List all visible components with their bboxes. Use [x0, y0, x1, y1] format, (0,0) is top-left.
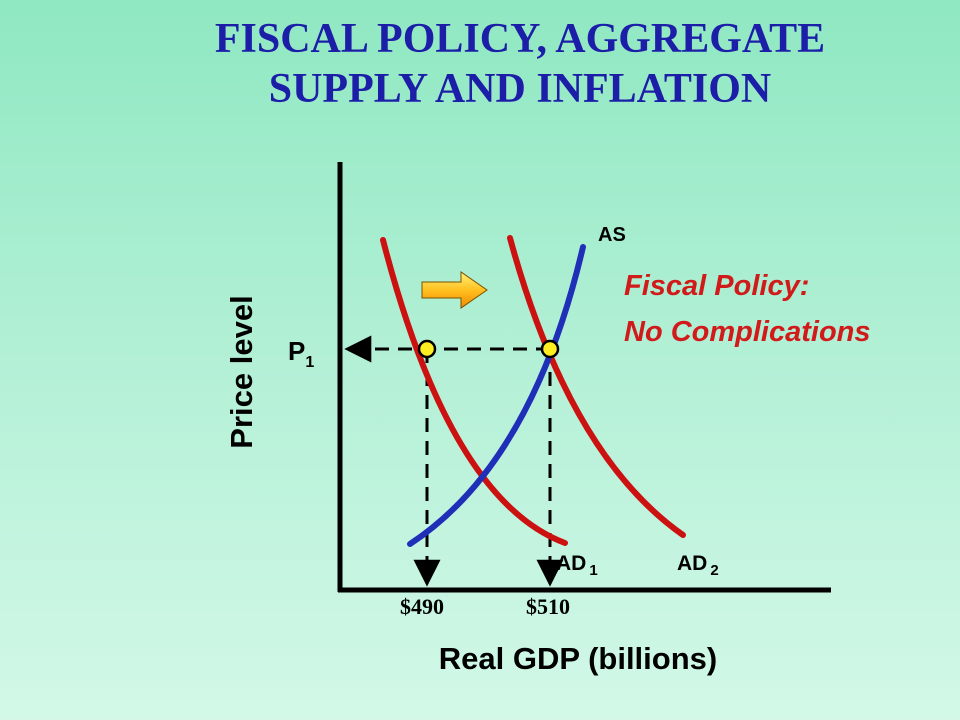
equilibrium-point-1: [419, 341, 435, 357]
right-arrow-icon: [422, 272, 487, 308]
ad1-label-sub: 1: [589, 562, 597, 579]
price-level-label: P1: [288, 336, 314, 371]
ad2-label-base: AD: [677, 552, 707, 575]
price-level-sub: 1: [305, 354, 314, 371]
gdp-tick-490: $490: [400, 594, 444, 619]
ad1-label-base: AD: [556, 552, 586, 575]
price-level-base: P: [288, 336, 305, 366]
note-line-1: Fiscal Policy:: [624, 270, 809, 302]
ad2-label: AD 2: [677, 552, 719, 579]
ad2-label-sub: 2: [710, 562, 718, 579]
note-line-2: No Complications: [624, 316, 871, 348]
as-label: AS: [598, 224, 626, 246]
equilibrium-point-2: [542, 341, 558, 357]
y-axis-label: Price level: [224, 295, 259, 448]
ad1-label: AD 1: [556, 552, 598, 579]
gdp-tick-510: $510: [526, 594, 570, 619]
x-axis-label: Real GDP (billions): [439, 641, 717, 676]
